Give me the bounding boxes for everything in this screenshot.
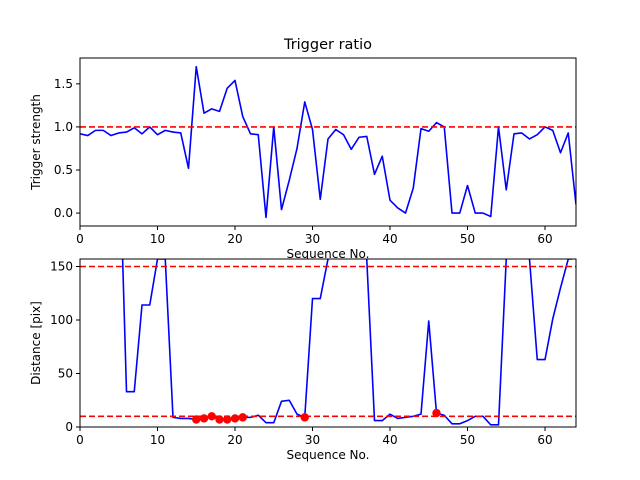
x-tick-label: 10 [150, 232, 165, 246]
y-tick-label: 1.5 [54, 77, 73, 91]
plot-area [80, 65, 576, 219]
x-tick-label: 50 [460, 433, 475, 447]
plot-frame [79, 57, 577, 227]
y-tick-label: 0.5 [54, 163, 73, 177]
y-tick-label: 0 [65, 420, 73, 434]
data-point-marker [207, 412, 216, 421]
x-axis-label: Sequence No. [287, 448, 370, 462]
data-point-marker [432, 408, 441, 418]
y-tick-label: 150 [50, 259, 73, 273]
x-axis-label: Sequence No. [287, 247, 370, 261]
x-tick-label: 40 [382, 433, 397, 447]
chart-title: Trigger ratio [283, 37, 372, 53]
series-line [80, 65, 576, 219]
x-tick-label: 40 [382, 232, 397, 246]
x-tick-label: 30 [305, 433, 320, 447]
plot-frame [79, 258, 577, 428]
data-point-marker [238, 413, 247, 422]
series-line [528, 259, 573, 361]
y-tick-label: 100 [50, 313, 73, 327]
data-point-marker [215, 415, 224, 424]
data-point-marker [199, 414, 209, 423]
distance-plot: 0 10 20 30 40 50 60 0 50 100 150 Sequence No. Distan… [29, 258, 577, 462]
data-point-marker [223, 415, 232, 424]
x-tick-label: 0 [76, 433, 84, 447]
y-axis-label: Trigger strength [29, 94, 43, 191]
x-tick-label: 60 [537, 232, 552, 246]
plot-background [80, 259, 576, 427]
x-tick-label: 10 [150, 433, 165, 447]
x-tick-label: 30 [305, 232, 320, 246]
y-tick-label: 50 [58, 366, 73, 380]
data-point-marker [192, 415, 201, 424]
x-tick-label: 50 [460, 232, 475, 246]
y-tick-label: 1.0 [54, 120, 73, 134]
plot-area [80, 259, 576, 426]
x-tick-label: 20 [227, 232, 242, 246]
x-tick-label: 0 [76, 232, 84, 246]
x-tick-label: 60 [537, 433, 552, 447]
data-point-marker [230, 414, 240, 423]
trigger-ratio-plot: 0 10 20 30 40 50 60 0.0 0.5 1.0 1.5 Trigger ratio Se… [29, 37, 577, 261]
x-tick-label: 20 [227, 433, 242, 447]
data-point-marker [300, 413, 309, 422]
y-tick-label: 0.0 [54, 206, 73, 220]
y-axis-label: Distance [pix] [29, 301, 43, 385]
